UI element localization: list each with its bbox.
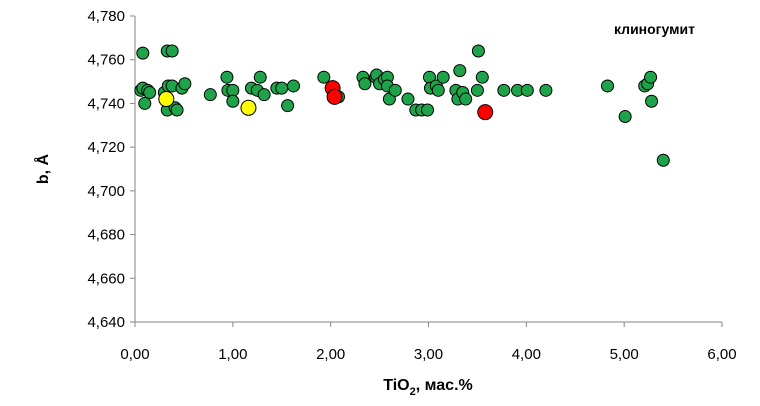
data-point bbox=[226, 94, 240, 108]
data-point bbox=[138, 96, 152, 110]
data-point bbox=[475, 70, 489, 84]
x-tick-label: 1,00 bbox=[218, 346, 247, 363]
y-tick-label: 4,700 bbox=[87, 183, 125, 200]
x-tick-label: 6,00 bbox=[707, 346, 736, 363]
y-tick-label: 4,720 bbox=[87, 139, 125, 156]
data-point bbox=[136, 46, 150, 60]
data-point bbox=[470, 83, 484, 97]
data-point bbox=[459, 92, 473, 106]
data-point bbox=[275, 81, 289, 95]
data-point bbox=[317, 70, 331, 84]
x-tick-label: 4,00 bbox=[512, 346, 541, 363]
x-axis-title-subscript: 2 bbox=[410, 386, 416, 398]
data-point bbox=[477, 104, 494, 121]
data-point bbox=[286, 79, 300, 93]
data-point bbox=[240, 99, 257, 116]
data-point bbox=[143, 86, 157, 99]
data-point bbox=[645, 94, 659, 108]
data-point bbox=[520, 83, 534, 97]
x-axis-title-main: TiO bbox=[383, 377, 409, 394]
x-tick-label: 3,00 bbox=[414, 346, 443, 363]
data-point bbox=[421, 103, 435, 117]
y-tick-label: 4,640 bbox=[87, 314, 125, 331]
data-point bbox=[656, 153, 670, 167]
data-point bbox=[497, 83, 511, 97]
data-point bbox=[471, 44, 485, 58]
data-point bbox=[165, 44, 179, 58]
data-point bbox=[453, 64, 467, 78]
y-axis-ticks: 4,640 4,660 4,680 4,700 4,720 4,740 4,760 4,780 bbox=[87, 8, 135, 331]
y-tick-label: 4,780 bbox=[87, 8, 125, 25]
x-tick-label: 5,00 bbox=[610, 346, 639, 363]
data-point bbox=[257, 88, 271, 102]
data-point bbox=[618, 110, 632, 124]
data-point bbox=[388, 83, 402, 97]
data-point bbox=[170, 103, 184, 117]
data-points bbox=[134, 44, 670, 167]
data-point bbox=[539, 83, 553, 97]
data-point bbox=[226, 83, 240, 97]
y-tick-label: 4,660 bbox=[87, 270, 125, 287]
y-tick-label: 4,740 bbox=[87, 95, 125, 112]
y-tick-label: 4,680 bbox=[87, 227, 125, 244]
x-axis-ticks: 0,00 1,00 2,00 3,00 4,00 5,00 6,00 bbox=[120, 322, 737, 363]
data-point bbox=[203, 88, 217, 102]
data-point bbox=[601, 79, 615, 93]
x-axis-title: TiO2, мас.% bbox=[383, 377, 472, 398]
x-tick-label: 0,00 bbox=[120, 346, 149, 363]
data-point bbox=[178, 77, 192, 91]
y-tick-label: 4,760 bbox=[87, 52, 125, 69]
x-axis-title-suffix: , мас.% bbox=[416, 377, 473, 394]
data-point bbox=[253, 70, 267, 84]
data-point bbox=[431, 83, 445, 97]
x-tick-label: 2,00 bbox=[316, 346, 345, 363]
data-point bbox=[436, 70, 450, 84]
y-axis-title: b, Å bbox=[33, 153, 52, 184]
data-point bbox=[644, 70, 658, 84]
data-point bbox=[401, 92, 415, 106]
data-point bbox=[358, 77, 372, 91]
data-point bbox=[326, 88, 343, 105]
data-point bbox=[158, 91, 175, 108]
chart-annotation: клиногумит bbox=[614, 21, 695, 37]
data-point bbox=[281, 99, 295, 113]
data-point bbox=[220, 70, 234, 84]
